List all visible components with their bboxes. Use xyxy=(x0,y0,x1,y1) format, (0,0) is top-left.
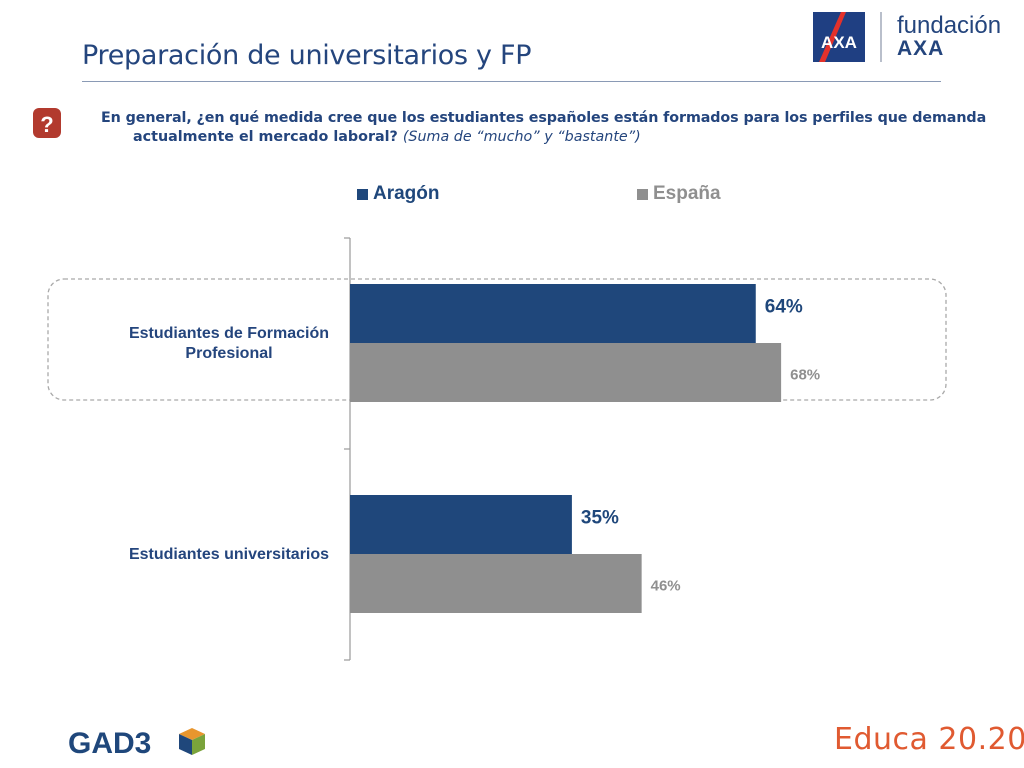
gad3-logo-text: GAD3 xyxy=(68,727,151,759)
data-label-aragón-1: 64% xyxy=(765,297,803,318)
bar-españa-1 xyxy=(350,343,782,402)
brand-fundacion: fundación xyxy=(897,12,1002,39)
legend-swatch-aragon xyxy=(357,188,368,200)
question-text-line1: En general, ¿en qué medida cree que los … xyxy=(101,110,987,126)
legend-swatch-espana xyxy=(637,188,648,200)
axa-logo: AXA xyxy=(813,12,865,62)
survey-question: En general, ¿en qué medida cree que los … xyxy=(101,109,987,147)
bar-aragón-1 xyxy=(350,284,756,343)
data-label-españa-2: 46% xyxy=(651,578,681,595)
page-title: Preparación de universitarios y FP xyxy=(82,40,532,71)
data-label-españa-1: 68% xyxy=(790,367,820,384)
legend-aragon: Aragón xyxy=(357,183,440,205)
legend-label-aragon: Aragón xyxy=(373,183,440,204)
brand-axa: AXA xyxy=(897,37,945,60)
title-divider xyxy=(82,81,941,82)
svg-text:?: ? xyxy=(40,112,53,137)
bar-aragón-2 xyxy=(350,495,572,554)
brand-divider xyxy=(880,12,882,62)
legend-label-espana: España xyxy=(653,183,721,204)
gad3-logo: GAD3 xyxy=(68,727,205,759)
bar-españa-2 xyxy=(350,554,642,613)
question-note: (Suma de “mucho” y “bastante”) xyxy=(402,129,641,145)
question-mark-icon: ? xyxy=(33,108,61,138)
educa-2020-logo: Educa 20.20 xyxy=(834,722,1024,757)
question-text-line2: actualmente el mercado laboral? xyxy=(133,129,398,145)
category-label-1: Estudiantes de Formación Profesional xyxy=(129,325,329,362)
legend-espana: España xyxy=(637,183,721,205)
axa-logo-text: AXA xyxy=(821,33,857,52)
data-label-aragón-2: 35% xyxy=(581,508,619,529)
category-label-2: Estudiantes universitarios xyxy=(129,546,329,563)
